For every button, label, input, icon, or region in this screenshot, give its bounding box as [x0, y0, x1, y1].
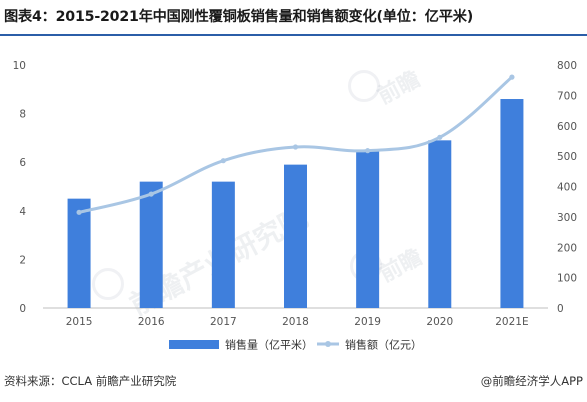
point-sales-revenue — [220, 158, 226, 164]
y-right-tick-label: 700 — [557, 90, 577, 102]
y-right-tick-label: 300 — [557, 212, 577, 224]
y-right-tick-label: 100 — [557, 273, 577, 285]
y-right-tick-label: 500 — [557, 151, 577, 163]
y-left-tick-label: 6 — [19, 157, 26, 169]
x-tick-label: 2016 — [138, 316, 165, 328]
x-tick-label: 2015 — [66, 316, 93, 328]
y-left-tick-label: 0 — [19, 303, 26, 315]
source-note: 资料来源：CCLA 前瞻产业研究院 — [4, 374, 177, 388]
point-sales-revenue — [365, 148, 371, 154]
legend-layer: 销售量（亿平米） 销售额（亿元） — [169, 338, 422, 352]
y-right-tick-label: 400 — [557, 182, 577, 194]
x-tick-label: 2019 — [354, 316, 381, 328]
x-tick-label: 2020 — [426, 316, 453, 328]
y-right-tick-label: 600 — [557, 121, 577, 133]
line-layer — [76, 74, 515, 215]
title-divider — [0, 34, 587, 36]
bar-sales-volume — [428, 140, 452, 308]
y-right-tick-label: 200 — [557, 242, 577, 254]
x-tick-label: 2018 — [282, 316, 309, 328]
legend-swatch-bar — [169, 340, 219, 349]
bar-sales-volume — [356, 150, 380, 308]
bars-layer — [67, 99, 524, 308]
y-left-tick-label: 8 — [19, 109, 26, 121]
y-right-tick-label: 800 — [557, 60, 577, 72]
bar-sales-volume — [500, 99, 524, 308]
point-sales-revenue — [76, 209, 82, 215]
legend-label-bar: 销售量（亿平米） — [225, 338, 313, 352]
legend-swatch-point — [325, 341, 331, 347]
y-left-tick-label: 10 — [13, 60, 26, 72]
chart-title: 图表4：2015-2021年中国刚性覆铜板销售量和销售额变化(单位：亿平米) — [4, 9, 473, 25]
bar-sales-volume — [211, 181, 235, 308]
point-sales-revenue — [148, 191, 154, 197]
x-tick-label: 2021E — [495, 316, 528, 328]
bar-sales-volume — [67, 198, 91, 308]
bar-sales-volume — [139, 181, 163, 308]
point-sales-revenue — [437, 134, 443, 140]
bar-sales-volume — [284, 164, 307, 308]
legend-label-line: 销售额（亿元） — [345, 338, 422, 352]
point-sales-revenue — [509, 74, 515, 80]
y-right-tick-label: 0 — [557, 303, 564, 315]
y-left-tick-label: 2 — [19, 254, 26, 266]
x-tick-label: 2017 — [210, 316, 237, 328]
point-sales-revenue — [292, 144, 299, 150]
credit-note: @前瞻经济学人APP — [480, 374, 583, 388]
y-left-tick-label: 4 — [19, 206, 26, 218]
